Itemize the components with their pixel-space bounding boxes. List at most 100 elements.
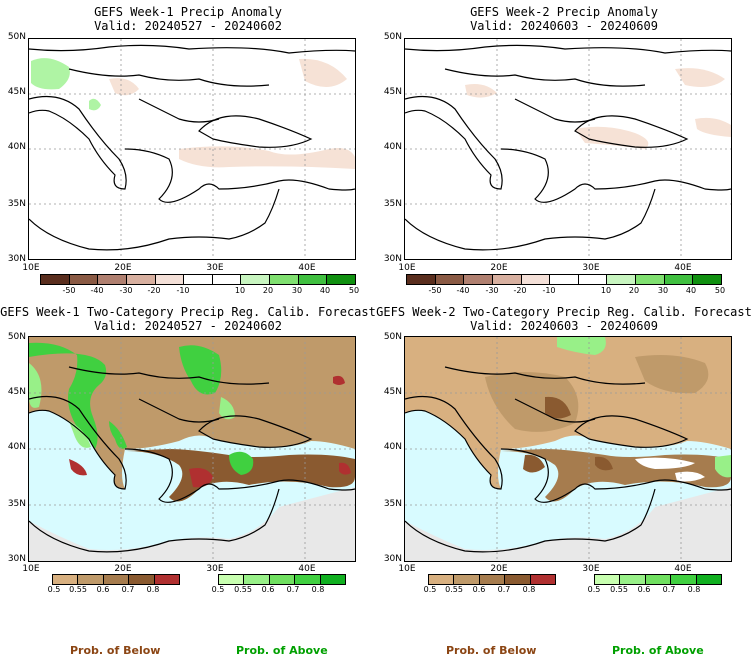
colorbar-swatch [78, 575, 104, 584]
panel-valid-dates: Valid: 20240603 - 20240609 [470, 19, 658, 33]
colorbar-swatch [620, 575, 646, 584]
colorbar-swatch [530, 575, 556, 584]
colorbar-swatch [454, 575, 480, 584]
lat-label: 50N [7, 32, 26, 42]
colorbar-label: 0.7 [497, 585, 511, 594]
lon-label: 40E [298, 263, 316, 273]
lat-label: 30N [383, 254, 402, 264]
lat-label: 45N [383, 87, 402, 97]
colorbar-swatch [295, 575, 321, 584]
colorbar-swatch [636, 275, 665, 284]
colorbar-swatch [607, 275, 637, 284]
colorbar-swatch [270, 275, 299, 284]
panel-valid-dates: Valid: 20240527 - 20240602 [94, 319, 282, 333]
colorbar-label: 0.5 [47, 585, 61, 594]
prob-below-colorbar [52, 574, 180, 585]
colorbar-label: 0.55 [234, 585, 252, 594]
colorbar-swatch [219, 575, 245, 584]
panel-week2-two-category: GEFS Week-2 Two-Category Precip Reg. Cal… [376, 300, 752, 662]
colorbar-label: -30 [119, 286, 133, 295]
colorbar-label: -20 [513, 286, 527, 295]
colorbar-label: -30 [485, 286, 499, 295]
colorbar-label: 0.55 [610, 585, 628, 594]
colorbar-swatch [103, 575, 130, 584]
colorbar-swatch [671, 575, 697, 584]
lon-label: 10E [398, 564, 416, 574]
colorbar-label: 40 [685, 286, 697, 295]
colorbar-label: 0.8 [311, 585, 325, 594]
panel-title: GEFS Week-2 Two-Category Precip Reg. Cal… [376, 305, 752, 319]
colorbar-label: 0.8 [146, 585, 160, 594]
colorbar-swatch [53, 575, 79, 584]
lon-label: 40E [298, 564, 316, 574]
colorbar-swatch [464, 275, 493, 284]
colorbar-swatch [645, 575, 672, 584]
colorbar-label: -20 [147, 286, 161, 295]
colorbar-label: -10 [176, 286, 190, 295]
lat-label: 35N [7, 199, 26, 209]
lon-label: 30E [582, 564, 600, 574]
lat-label: 40N [383, 142, 402, 152]
colorbar-swatch [69, 275, 99, 284]
lat-label: 45N [7, 87, 26, 97]
lat-label: 35N [7, 499, 26, 509]
lat-label: 50N [7, 332, 26, 342]
colorbar-swatch [550, 275, 579, 284]
colorbar-label: 0.6 [261, 585, 275, 594]
prob-above-colorbar [594, 574, 722, 585]
prob-below-label: Prob. of Below [446, 644, 537, 657]
panel-title: GEFS Week-1 Precip Anomaly [94, 5, 282, 19]
colorbar-label: 40 [319, 286, 331, 295]
panel-week2-anomaly: GEFS Week-2 Precip Anomaly Valid: 202406… [376, 0, 752, 300]
colorbar-swatch [126, 275, 156, 284]
colorbar-label: 0.6 [637, 585, 651, 594]
lon-label: 30E [582, 263, 600, 273]
colorbar-label: 0.5 [211, 585, 225, 594]
colorbar-swatch [154, 575, 180, 584]
colorbar-label: 0.55 [69, 585, 87, 594]
colorbar-swatch [578, 275, 608, 284]
lon-label: 10E [22, 263, 40, 273]
colorbar-swatch [521, 275, 551, 284]
lon-label: 40E [674, 263, 692, 273]
colorbar-label: -10 [542, 286, 556, 295]
map-area [28, 336, 356, 562]
colorbar-label: 0.7 [286, 585, 300, 594]
colorbar-label: 0.6 [96, 585, 110, 594]
colorbar-label: 0.6 [472, 585, 486, 594]
panel-title: GEFS Week-1 Two-Category Precip Reg. Cal… [0, 305, 376, 319]
colorbar-swatch [212, 275, 242, 284]
colorbar-swatch [244, 575, 270, 584]
colorbar-label: 0.55 [445, 585, 463, 594]
lat-label: 45N [383, 387, 402, 397]
lat-label: 35N [383, 499, 402, 509]
colorbar-swatch [184, 275, 213, 284]
colorbar-label: -50 [428, 286, 442, 295]
colorbar-label: 20 [628, 286, 640, 295]
colorbar-swatch [155, 275, 185, 284]
colorbar-swatch [664, 275, 694, 284]
lat-label: 30N [7, 254, 26, 264]
colorbar-swatch [429, 575, 455, 584]
colorbar-swatch [479, 575, 506, 584]
colorbar-label: 0.5 [587, 585, 601, 594]
colorbar-label: -40 [90, 286, 104, 295]
lon-label: 10E [398, 263, 416, 273]
colorbar-label: 0.7 [121, 585, 135, 594]
colorbar-swatch [320, 575, 346, 584]
colorbar-swatch [298, 275, 328, 284]
prob-below-label: Prob. of Below [70, 644, 161, 657]
lat-label: 30N [7, 554, 26, 564]
colorbar-label: -40 [456, 286, 470, 295]
lat-label: 30N [383, 554, 402, 564]
lon-label: 20E [114, 263, 132, 273]
lon-label: 30E [206, 263, 224, 273]
colorbar-label: 30 [291, 286, 303, 295]
lon-label: 40E [674, 564, 692, 574]
lon-label: 20E [490, 263, 508, 273]
colorbar-swatch [129, 575, 155, 584]
colorbar-label: 0.7 [662, 585, 676, 594]
lat-label: 40N [7, 442, 26, 452]
panel-title: GEFS Week-2 Precip Anomaly [470, 5, 658, 19]
colorbar-swatch [327, 275, 356, 284]
